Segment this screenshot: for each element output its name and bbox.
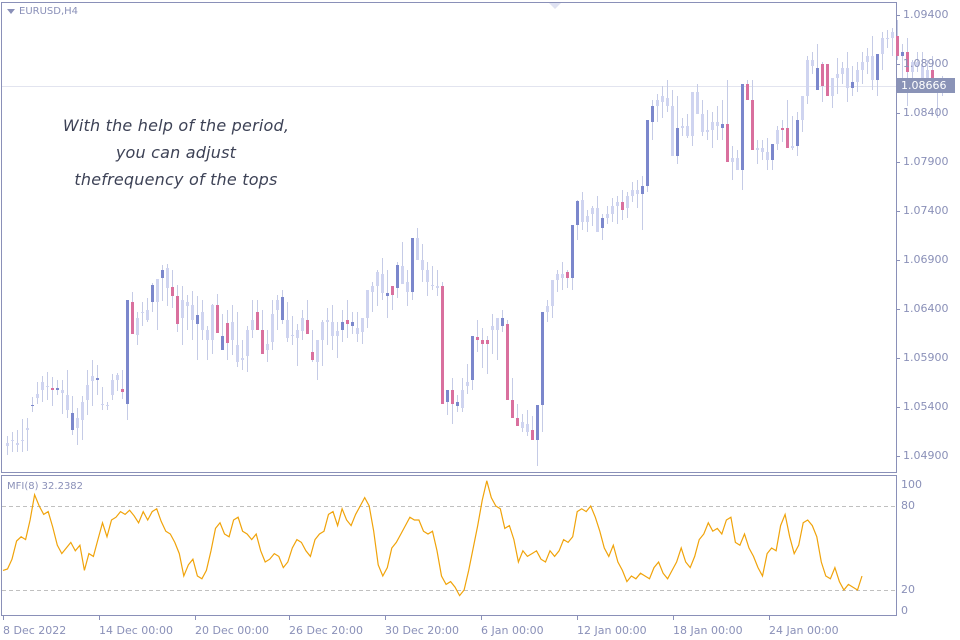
mfi-tick: 100 xyxy=(901,478,922,491)
time-tick: 30 Dec 20:00 xyxy=(385,624,459,637)
symbol-timeframe-label[interactable]: EURUSD,H4 xyxy=(7,6,78,17)
price-tick: 1.08400 xyxy=(903,106,949,119)
dropdown-triangle-icon xyxy=(7,9,15,14)
annotation-line: With the help of the period, xyxy=(62,116,290,135)
annotation-line: you can adjust xyxy=(115,143,237,162)
mfi-indicator-label[interactable]: MFI(8) 32.2382 xyxy=(7,481,84,492)
time-tick: 26 Dec 20:00 xyxy=(289,624,363,637)
mfi-pane-frame xyxy=(1,475,897,616)
price-tick: 1.07900 xyxy=(903,155,949,168)
time-tick: 12 Jan 00:00 xyxy=(577,624,647,637)
price-tick: 1.07400 xyxy=(903,204,949,217)
main-pane-frame xyxy=(1,2,897,473)
time-tick: 20 Dec 00:00 xyxy=(195,624,269,637)
time-axis-ticks xyxy=(3,616,770,620)
price-tick: 1.06400 xyxy=(903,302,949,315)
mfi-tick: 0 xyxy=(901,604,908,617)
annotation-text: With the help of the period, you can adj… xyxy=(26,112,326,193)
annotation-line: thefrequency of the tops xyxy=(74,170,278,189)
symbol-text: EURUSD,H4 xyxy=(19,6,79,17)
price-tick: 1.05900 xyxy=(903,351,949,364)
time-tick: 8 Dec 2022 xyxy=(3,624,67,637)
price-tick: 1.05400 xyxy=(903,400,949,413)
time-tick: 24 Jan 00:00 xyxy=(769,624,839,637)
price-tick: 1.09400 xyxy=(903,8,949,21)
mfi-line xyxy=(2,480,863,597)
mfi-tick: 80 xyxy=(901,499,915,512)
price-tick: 1.08900 xyxy=(903,57,949,70)
current-price-badge: 1.08666 xyxy=(897,78,955,93)
price-axis-ticks xyxy=(897,15,900,457)
price-tick: 1.04900 xyxy=(903,449,949,462)
mfi-tick: 20 xyxy=(901,583,915,596)
price-tick: 1.06900 xyxy=(903,253,949,266)
time-tick: 14 Dec 00:00 xyxy=(99,624,173,637)
time-tick: 6 Jan 00:00 xyxy=(481,624,544,637)
chart-shift-marker-icon[interactable] xyxy=(549,3,561,9)
time-tick: 18 Jan 00:00 xyxy=(673,624,743,637)
